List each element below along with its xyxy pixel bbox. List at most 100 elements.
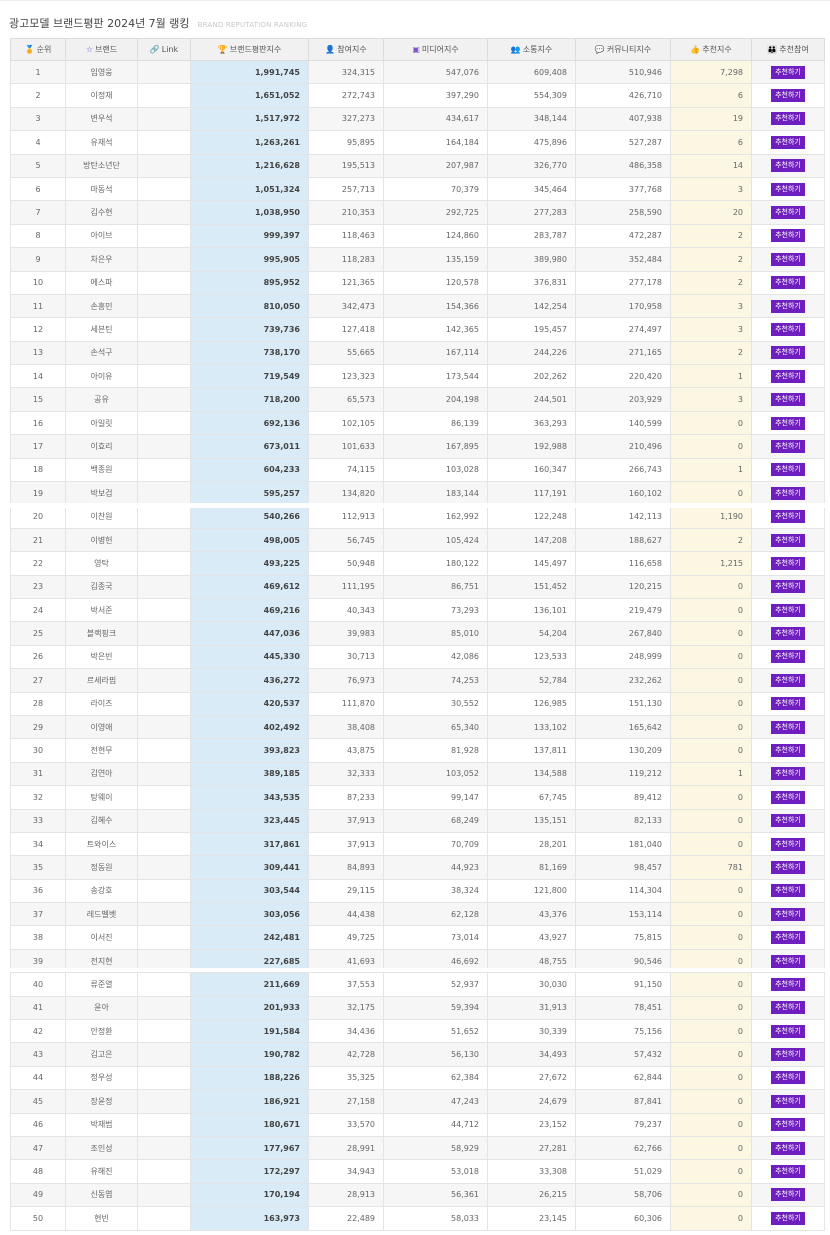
recommend-button[interactable]: 추천하기 xyxy=(771,673,805,687)
recommend-button[interactable]: 추천하기 xyxy=(771,580,805,594)
recommend-button[interactable]: 추천하기 xyxy=(771,112,805,126)
recommend-button[interactable]: 추천하기 xyxy=(771,510,805,524)
recommend-button[interactable]: 추천하기 xyxy=(771,907,805,921)
recommend-button[interactable]: 추천하기 xyxy=(771,1188,805,1202)
link-cell[interactable] xyxy=(137,154,191,178)
recommend-button[interactable]: 추천하기 xyxy=(771,533,805,547)
link-cell[interactable] xyxy=(137,972,191,997)
link-cell[interactable] xyxy=(137,949,191,974)
link-cell[interactable] xyxy=(137,411,191,436)
recommend-button[interactable]: 추천하기 xyxy=(771,767,805,781)
recommend-button[interactable]: 추천하기 xyxy=(771,931,805,945)
link-cell[interactable] xyxy=(137,1159,191,1184)
link-cell[interactable] xyxy=(137,1042,191,1067)
link-cell[interactable] xyxy=(137,271,191,295)
link-cell[interactable] xyxy=(137,855,191,880)
link-cell[interactable] xyxy=(137,200,191,225)
link-cell[interactable] xyxy=(137,598,191,623)
recommend-button[interactable]: 추천하기 xyxy=(771,884,805,898)
link-cell[interactable] xyxy=(137,996,191,1021)
recommend-button[interactable]: 추천하기 xyxy=(771,603,805,617)
recommend-button[interactable]: 추천하기 xyxy=(771,790,805,804)
link-cell[interactable] xyxy=(137,364,191,389)
link-cell[interactable] xyxy=(137,1183,191,1208)
recommend-button[interactable]: 추천하기 xyxy=(771,416,805,430)
recommend-button[interactable]: 추천하기 xyxy=(771,860,805,874)
link-cell[interactable] xyxy=(137,504,191,529)
recommend-button[interactable]: 추천하기 xyxy=(771,229,805,243)
recommend-button[interactable]: 추천하기 xyxy=(771,393,805,407)
link-cell[interactable] xyxy=(137,551,191,576)
recommend-button[interactable]: 추천하기 xyxy=(771,1071,805,1085)
link-cell[interactable] xyxy=(137,434,191,459)
link-cell[interactable] xyxy=(137,902,191,927)
recommend-button[interactable]: 추천하기 xyxy=(771,276,805,290)
recommend-button[interactable]: 추천하기 xyxy=(771,1024,805,1038)
link-cell[interactable] xyxy=(137,458,191,483)
link-cell[interactable] xyxy=(137,738,191,763)
link-cell[interactable] xyxy=(137,879,191,904)
recommend-button[interactable]: 추천하기 xyxy=(771,439,805,453)
recommend-button[interactable]: 추천하기 xyxy=(771,744,805,758)
link-cell[interactable] xyxy=(137,528,191,553)
link-cell[interactable] xyxy=(137,387,191,412)
recommend-button[interactable]: 추천하기 xyxy=(771,182,805,196)
recommend-button[interactable]: 추천하기 xyxy=(771,650,805,664)
link-cell[interactable] xyxy=(137,60,191,85)
link-cell[interactable] xyxy=(137,1019,191,1044)
link-cell[interactable] xyxy=(137,715,191,740)
link-cell[interactable] xyxy=(137,341,191,366)
link-cell[interactable] xyxy=(137,668,191,693)
link-cell[interactable] xyxy=(137,481,191,506)
link-cell[interactable] xyxy=(137,621,191,646)
recommend-button[interactable]: 추천하기 xyxy=(771,1141,805,1155)
link-cell[interactable] xyxy=(137,832,191,857)
recommend-button[interactable]: 추천하기 xyxy=(771,322,805,336)
link-cell[interactable] xyxy=(137,809,191,833)
recommend-button[interactable]: 추천하기 xyxy=(771,1118,805,1132)
link-cell[interactable] xyxy=(137,1113,191,1137)
recommend-button[interactable]: 추천하기 xyxy=(771,463,805,477)
link-cell[interactable] xyxy=(137,224,191,249)
link-cell[interactable] xyxy=(137,294,191,319)
link-cell[interactable] xyxy=(137,247,191,272)
recommend-button[interactable]: 추천하기 xyxy=(771,252,805,266)
link-cell[interactable] xyxy=(137,1066,191,1091)
recommend-button[interactable]: 추천하기 xyxy=(771,814,805,828)
link-cell[interactable] xyxy=(137,692,191,716)
link-cell[interactable] xyxy=(137,1206,191,1231)
recommend-button[interactable]: 추천하기 xyxy=(771,346,805,360)
recommend-button[interactable]: 추천하기 xyxy=(771,1211,805,1225)
recommend-button[interactable]: 추천하기 xyxy=(771,1001,805,1015)
link-cell[interactable] xyxy=(137,785,191,810)
recommend-button[interactable]: 추천하기 xyxy=(771,837,805,851)
recommend-button[interactable]: 추천하기 xyxy=(771,486,805,500)
recommend-button[interactable]: 추천하기 xyxy=(771,1094,805,1108)
recommend-button[interactable]: 추천하기 xyxy=(771,1165,805,1179)
link-cell[interactable] xyxy=(137,1136,191,1161)
link-cell[interactable] xyxy=(137,575,191,599)
recommend-button[interactable]: 추천하기 xyxy=(771,369,805,383)
link-cell[interactable] xyxy=(137,1089,191,1114)
link-cell[interactable] xyxy=(137,645,191,670)
recommend-button[interactable]: 추천하기 xyxy=(771,954,805,968)
link-cell[interactable] xyxy=(137,925,191,950)
recommend-button[interactable]: 추천하기 xyxy=(771,299,805,313)
recommend-button[interactable]: 추천하기 xyxy=(771,206,805,220)
recommend-button[interactable]: 추천하기 xyxy=(771,720,805,734)
recommend-button[interactable]: 추천하기 xyxy=(771,697,805,711)
link-cell[interactable] xyxy=(137,130,191,155)
recommend-button[interactable]: 추천하기 xyxy=(771,89,805,103)
recommend-button[interactable]: 추천하기 xyxy=(771,977,805,991)
link-cell[interactable] xyxy=(137,107,191,132)
recommend-button[interactable]: 추천하기 xyxy=(771,135,805,149)
recommend-button[interactable]: 추천하기 xyxy=(771,556,805,570)
link-cell[interactable] xyxy=(137,317,191,342)
link-cell[interactable] xyxy=(137,177,191,202)
recommend-button[interactable]: 추천하기 xyxy=(771,1048,805,1062)
recommend-button[interactable]: 추천하기 xyxy=(771,65,805,79)
link-cell[interactable] xyxy=(137,762,191,787)
recommend-button[interactable]: 추천하기 xyxy=(771,627,805,641)
link-cell[interactable] xyxy=(137,83,191,108)
recommend-button[interactable]: 추천하기 xyxy=(771,159,805,173)
